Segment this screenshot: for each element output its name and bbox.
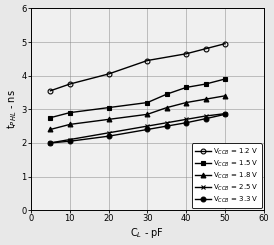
V$_{CCB}$ = 1.5 V xyxy=(223,77,227,80)
V$_{CCB}$ = 1.5 V xyxy=(68,111,72,114)
V$_{CCB}$ = 1.2 V xyxy=(204,47,207,50)
V$_{CCB}$ = 2.5 V xyxy=(146,125,149,128)
V$_{CCB}$ = 3.3 V xyxy=(107,135,110,138)
V$_{CCB}$ = 2.5 V xyxy=(107,131,110,134)
V$_{CCB}$ = 2.5 V xyxy=(185,118,188,121)
V$_{CCB}$ = 2.5 V xyxy=(165,121,169,124)
V$_{CCB}$ = 3.3 V xyxy=(49,141,52,144)
V$_{CCB}$ = 2.5 V xyxy=(68,138,72,141)
V$_{CCB}$ = 1.5 V xyxy=(165,93,169,96)
Line: V$_{CCB}$ = 2.5 V: V$_{CCB}$ = 2.5 V xyxy=(48,111,227,145)
V$_{CCB}$ = 1.8 V xyxy=(185,101,188,104)
V$_{CCB}$ = 1.2 V xyxy=(223,42,227,45)
V$_{CCB}$ = 1.8 V xyxy=(107,118,110,121)
Line: V$_{CCB}$ = 1.5 V: V$_{CCB}$ = 1.5 V xyxy=(48,77,227,120)
V$_{CCB}$ = 2.5 V xyxy=(49,141,52,144)
V$_{CCB}$ = 3.3 V xyxy=(146,128,149,131)
V$_{CCB}$ = 3.3 V xyxy=(204,117,207,120)
V$_{CCB}$ = 2.5 V xyxy=(223,112,227,115)
V$_{CCB}$ = 1.2 V xyxy=(107,73,110,75)
V$_{CCB}$ = 3.3 V xyxy=(185,121,188,124)
V$_{CCB}$ = 1.8 V xyxy=(223,94,227,97)
V$_{CCB}$ = 1.8 V xyxy=(146,113,149,116)
V$_{CCB}$ = 1.2 V xyxy=(146,59,149,62)
Legend: V$_{CCB}$ = 1.2 V, V$_{CCB}$ = 1.5 V, V$_{CCB}$ = 1.8 V, V$_{CCB}$ = 2.5 V, V$_{: V$_{CCB}$ = 1.2 V, V$_{CCB}$ = 1.5 V, V$… xyxy=(192,143,262,208)
V$_{CCB}$ = 1.2 V xyxy=(185,52,188,55)
V$_{CCB}$ = 1.8 V xyxy=(68,123,72,126)
Line: V$_{CCB}$ = 3.3 V: V$_{CCB}$ = 3.3 V xyxy=(48,112,227,145)
V$_{CCB}$ = 3.3 V xyxy=(165,125,169,128)
V$_{CCB}$ = 1.2 V xyxy=(49,89,52,92)
V$_{CCB}$ = 1.8 V xyxy=(165,106,169,109)
V$_{CCB}$ = 1.8 V xyxy=(204,98,207,101)
V$_{CCB}$ = 3.3 V xyxy=(68,140,72,143)
V$_{CCB}$ = 1.5 V xyxy=(49,116,52,119)
Line: V$_{CCB}$ = 1.8 V: V$_{CCB}$ = 1.8 V xyxy=(48,93,227,132)
Line: V$_{CCB}$ = 1.2 V: V$_{CCB}$ = 1.2 V xyxy=(48,41,227,93)
X-axis label: C$_L$ - pF: C$_L$ - pF xyxy=(130,226,164,240)
V$_{CCB}$ = 1.5 V xyxy=(185,86,188,89)
V$_{CCB}$ = 1.5 V xyxy=(204,83,207,86)
V$_{CCB}$ = 1.5 V xyxy=(146,101,149,104)
Y-axis label: t$_{PHL}$ - ns: t$_{PHL}$ - ns xyxy=(5,89,19,129)
V$_{CCB}$ = 3.3 V xyxy=(223,113,227,116)
V$_{CCB}$ = 1.2 V xyxy=(68,83,72,86)
V$_{CCB}$ = 2.5 V xyxy=(204,114,207,117)
V$_{CCB}$ = 1.5 V xyxy=(107,106,110,109)
V$_{CCB}$ = 1.8 V xyxy=(49,128,52,131)
